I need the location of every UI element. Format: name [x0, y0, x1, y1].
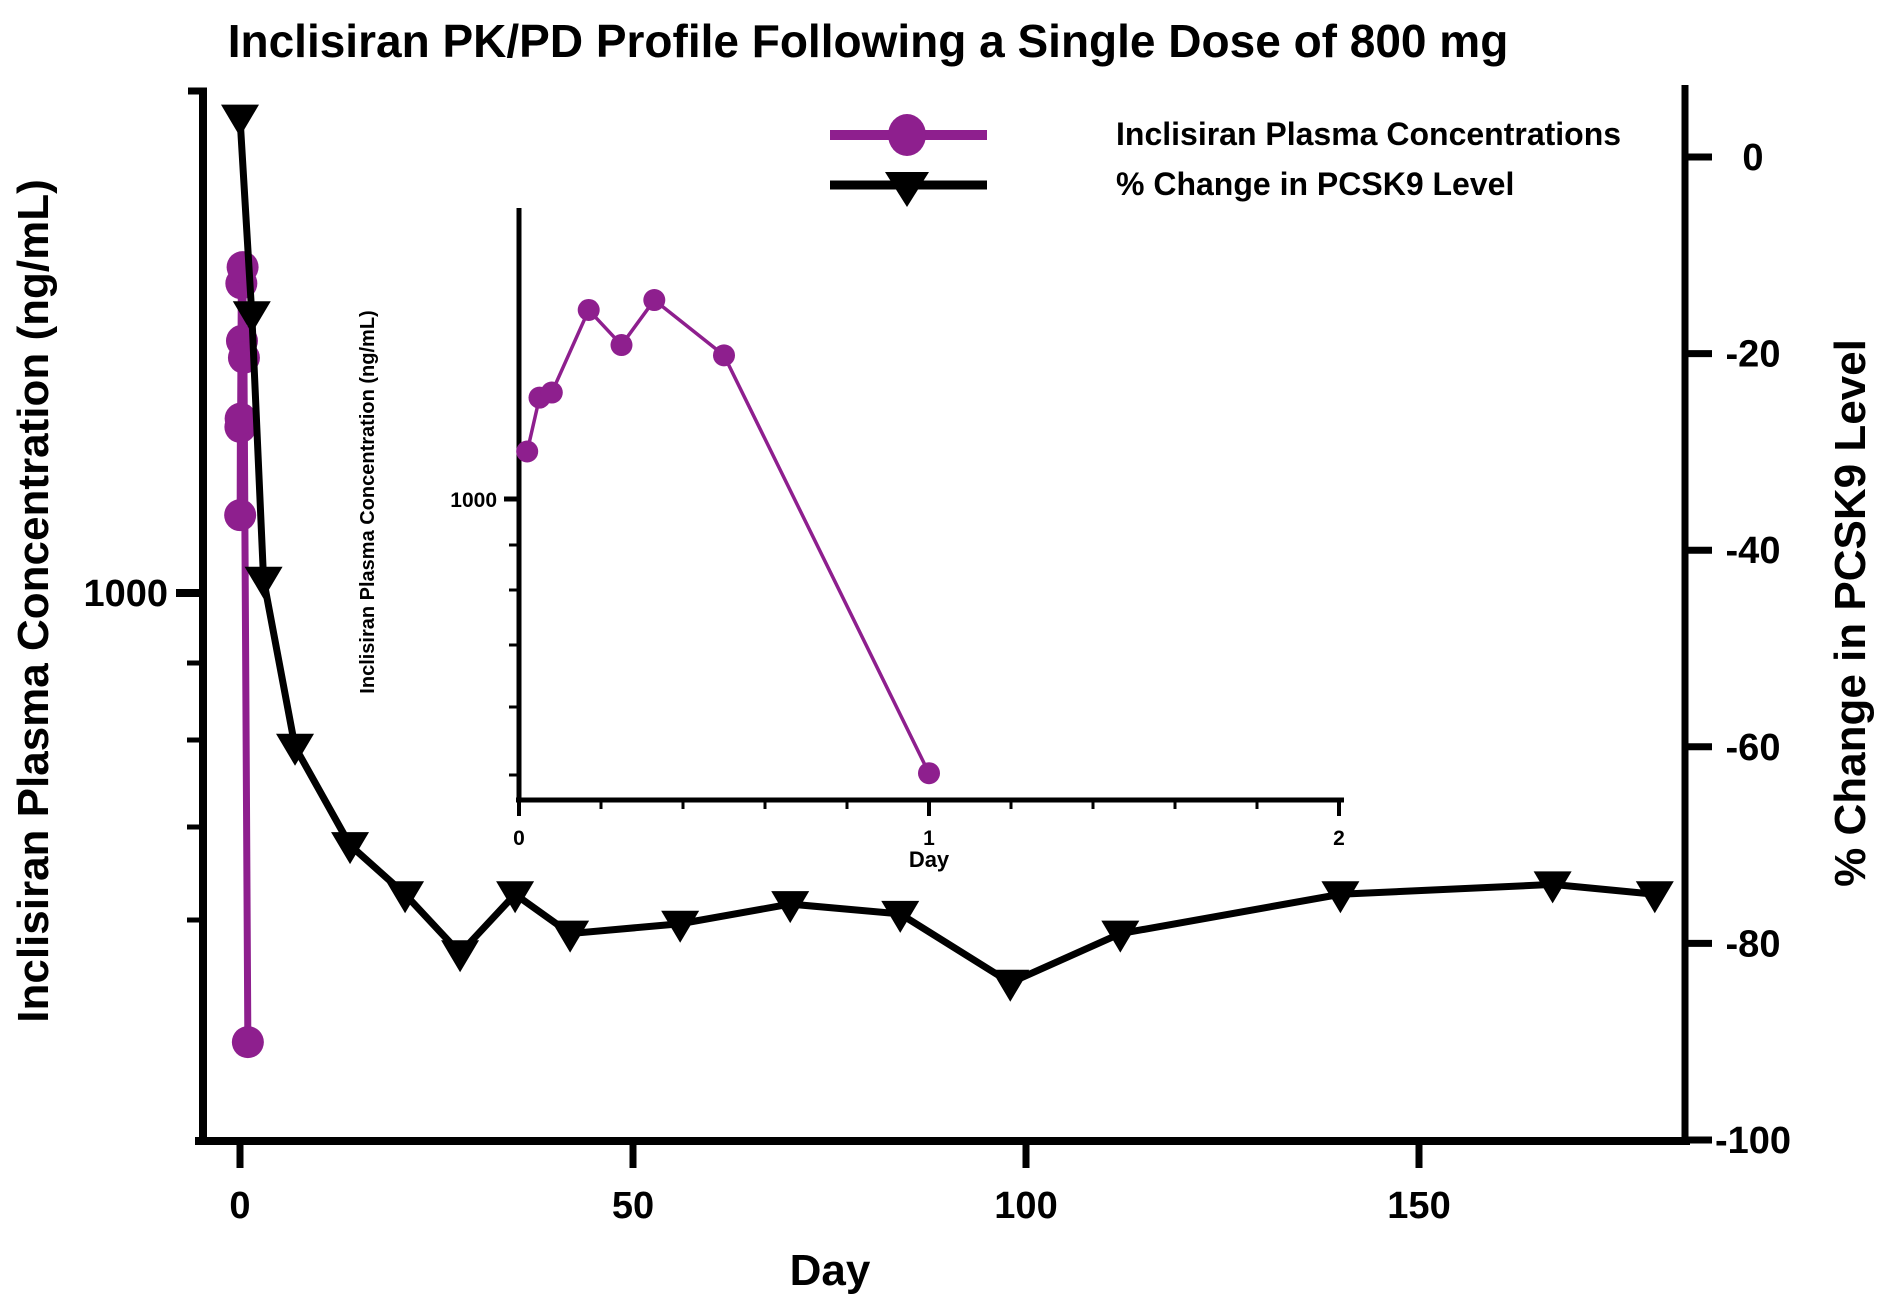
pcsk9-line: [236, 117, 1656, 987]
inset-plasma-marker: [516, 440, 539, 463]
inset-plasma-marker: [918, 762, 940, 785]
x-axis-tick-label: 100: [994, 1185, 1057, 1227]
x-axis-tick-label: 0: [229, 1185, 250, 1227]
right-axis-tick-label: -80: [1726, 923, 1781, 965]
pcsk9-marker: [276, 733, 315, 766]
right-axis-tick-label: -60: [1726, 727, 1781, 769]
pcsk9-marker: [551, 920, 590, 953]
legend-item-plasma-label: Inclisiran Plasma Concentrations: [1116, 116, 1622, 152]
pcsk9-marker: [386, 881, 425, 914]
pcsk9-marker: [881, 900, 920, 933]
pcsk9-marker: [244, 566, 283, 599]
inset-plasma-line: [525, 297, 931, 774]
right-axis-tick-label: -20: [1726, 334, 1781, 376]
right-axis-tick-label: 0: [1742, 137, 1763, 179]
pcsk9-marker: [991, 969, 1030, 1002]
left-axis-tick-label: 1000: [83, 573, 168, 615]
right-axis-tick-label: -100: [1715, 1120, 1791, 1162]
pcsk9-marker: [661, 910, 700, 943]
inset-x-axis-label: Day: [908, 847, 950, 872]
pcsk9-marker: [496, 881, 535, 914]
plasma-marker: [231, 1026, 264, 1059]
x-axis-tick-label: 150: [1387, 1185, 1450, 1227]
inset-x-tick-label: 1: [923, 827, 935, 850]
pcsk9-marker: [1635, 881, 1674, 914]
pcsk9-marker: [771, 891, 810, 924]
pcsk9-marker: [1101, 920, 1140, 953]
inset-x-tick-label: 0: [513, 827, 525, 850]
inset-x-tick-label: 2: [1333, 827, 1345, 850]
inset-plasma-marker: [577, 298, 600, 321]
pcsk9-marker: [1321, 881, 1360, 914]
inset-plasma-marker: [643, 289, 666, 312]
inset-plasma-marker: [610, 334, 633, 357]
legend-item-pcsk9-label: % Change in PCSK9 Level: [1116, 166, 1515, 202]
x-axis-label: Day: [789, 1246, 871, 1295]
inset-plasma-marker: [713, 344, 735, 367]
chart-title: Inclisiran PK/PD Profile Following a Sin…: [227, 15, 1509, 67]
plasma-marker: [224, 499, 257, 532]
plasma-line: [236, 267, 252, 1043]
right-axis-tick-label: -40: [1726, 530, 1781, 572]
pcsk9-marker: [232, 301, 271, 334]
legend-pcsk9-triangle-icon: [885, 172, 929, 207]
pcsk9-marker: [441, 940, 480, 973]
plasma-marker: [224, 402, 257, 435]
legend-plasma-circle-icon: [888, 114, 926, 156]
inset-y-tick-label: 1000: [450, 489, 497, 512]
pcsk9-marker: [331, 832, 370, 865]
plasma-marker: [226, 251, 259, 284]
pcsk9-marker: [1533, 871, 1572, 904]
inset-plasma-marker: [540, 381, 563, 404]
pcsk9-marker: [221, 104, 259, 137]
x-axis-tick-label: 50: [612, 1185, 654, 1227]
